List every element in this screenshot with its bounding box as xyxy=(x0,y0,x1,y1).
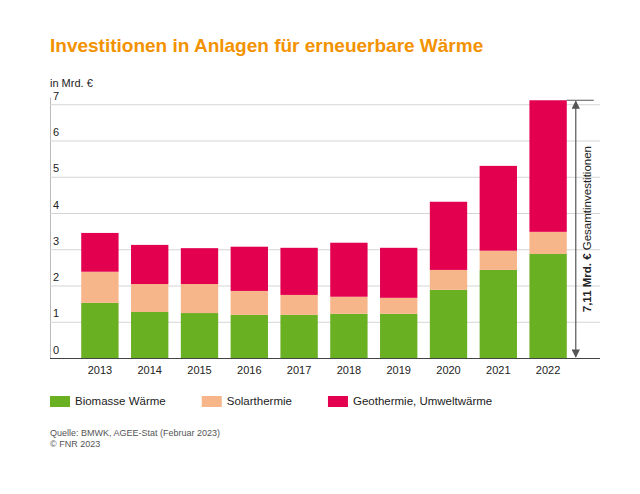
bars xyxy=(81,100,567,358)
bar xyxy=(131,245,168,284)
y-tick: 6 xyxy=(50,126,600,141)
x-tick-label: 2021 xyxy=(486,364,510,376)
legend-item: Solarthermie xyxy=(202,395,292,407)
annotation-part: 7,11 Mrd. € xyxy=(581,253,593,312)
annotation: 7,11 Mrd. € Gesamtinvestitionen xyxy=(567,100,594,357)
y-tick: 7 xyxy=(50,90,600,105)
source: Quelle: BMWK, AGEE-Stat (Februar 2023) xyxy=(50,428,220,438)
y-tick-label: 0 xyxy=(53,344,59,356)
bar xyxy=(131,284,168,312)
x-tick: 2021 xyxy=(486,364,510,376)
chart: Investitionen in Anlagen für erneuerbare… xyxy=(0,0,640,494)
bar xyxy=(529,100,566,232)
bar xyxy=(330,297,367,314)
x-tick: 2019 xyxy=(386,364,410,376)
y-axis-line xyxy=(50,98,51,359)
bar xyxy=(181,248,218,284)
grid-line xyxy=(50,358,600,359)
legend-swatch xyxy=(202,396,222,407)
bar xyxy=(480,251,517,270)
legend-item: Biomasse Wärme xyxy=(50,395,166,407)
title: Investitionen in Anlagen für erneuerbare… xyxy=(50,35,483,56)
x-tick: 2014 xyxy=(137,364,161,376)
bar xyxy=(280,295,317,315)
bar xyxy=(81,233,118,272)
grid-line xyxy=(50,177,600,178)
bar xyxy=(430,202,467,270)
y-tick-label: 7 xyxy=(53,90,59,102)
x-tick-label: 2018 xyxy=(337,364,361,376)
grid-line xyxy=(50,213,600,214)
bar xyxy=(480,166,517,251)
x-tick: 2015 xyxy=(187,364,211,376)
legend-swatch xyxy=(50,396,70,407)
x-tick-label: 2013 xyxy=(88,364,112,376)
y-tick-label: 5 xyxy=(53,162,59,174)
x-tick: 2018 xyxy=(337,364,361,376)
bar xyxy=(231,315,268,358)
grid-line xyxy=(50,141,600,142)
legend: Biomasse Wärme Solarthermie Geothermie, Um… xyxy=(50,395,492,407)
grid-line xyxy=(50,104,600,105)
x-tick-label: 2016 xyxy=(237,364,261,376)
annotation-part: Gesamtinvestitionen xyxy=(581,146,593,253)
y-tick-label: 2 xyxy=(53,271,59,283)
bar xyxy=(480,270,517,358)
bar xyxy=(280,248,317,295)
x-tick-label: 2019 xyxy=(386,364,410,376)
x-tick: 2022 xyxy=(536,364,560,376)
x-axis: 2013 2014 2015 2016 2017 2018 2019 2020 2021 2022 xyxy=(88,364,561,376)
bar xyxy=(280,315,317,358)
bar xyxy=(380,298,417,314)
legend-label: Biomasse Wärme xyxy=(75,395,166,407)
y-tick: 4 xyxy=(50,199,600,214)
bar xyxy=(181,284,218,313)
x-tick-label: 2020 xyxy=(436,364,460,376)
source: © FNR 2023 xyxy=(50,439,100,449)
bar xyxy=(380,248,417,298)
bar xyxy=(529,254,566,358)
annotation-text: 7,11 Mrd. € Gesamtinvestitionen xyxy=(581,146,593,312)
x-tick: 2020 xyxy=(436,364,460,376)
bar xyxy=(81,272,118,303)
bar xyxy=(231,291,268,315)
x-tick-label: 2014 xyxy=(137,364,161,376)
x-tick-label: 2015 xyxy=(187,364,211,376)
y-tick-label: 1 xyxy=(53,307,59,319)
bar xyxy=(330,243,367,297)
bar xyxy=(430,290,467,358)
x-tick: 2013 xyxy=(88,364,112,376)
y-tick-label: 6 xyxy=(53,126,59,138)
bar xyxy=(380,314,417,358)
bar xyxy=(529,232,566,254)
y-tick: 5 xyxy=(50,162,600,177)
legend-item: Geothermie, Umweltwärme xyxy=(328,395,492,407)
x-tick: 2016 xyxy=(237,364,261,376)
y-tick-label: 4 xyxy=(53,199,59,211)
bar xyxy=(430,270,467,290)
bar xyxy=(231,247,268,291)
y-tick-label: 3 xyxy=(53,235,59,247)
x-tick-label: 2022 xyxy=(536,364,560,376)
annotation-cap xyxy=(567,100,594,101)
y-axis: 0 1 2 3 4 5 6 7 xyxy=(50,90,600,359)
legend-label: Geothermie, Umweltwärme xyxy=(353,395,492,407)
bar xyxy=(131,312,168,358)
x-tick: 2017 xyxy=(287,364,311,376)
bar xyxy=(330,314,367,358)
legend-label: Solarthermie xyxy=(227,395,292,407)
x-tick-label: 2017 xyxy=(287,364,311,376)
legend-swatch xyxy=(328,396,348,407)
bar xyxy=(181,313,218,358)
y-axis-label: in Mrd. € xyxy=(50,77,93,89)
annotation-arrow xyxy=(575,101,576,357)
series xyxy=(81,100,567,298)
bar xyxy=(81,303,118,358)
